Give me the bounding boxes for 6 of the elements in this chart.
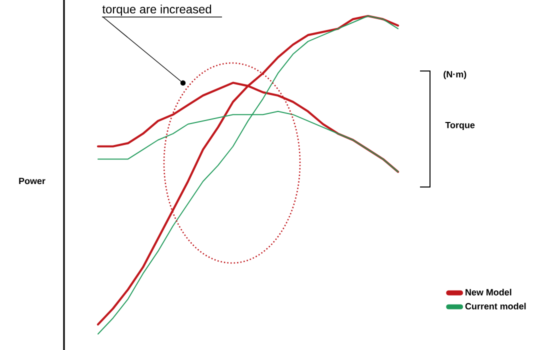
legend-label: Current model <box>465 302 526 310</box>
text: torque are increased <box>102 4 212 16</box>
legend-label: New Model <box>466 288 512 296</box>
text: Power <box>19 178 46 184</box>
text: (N·m) <box>444 70 466 80</box>
text: Torque <box>445 122 475 130</box>
